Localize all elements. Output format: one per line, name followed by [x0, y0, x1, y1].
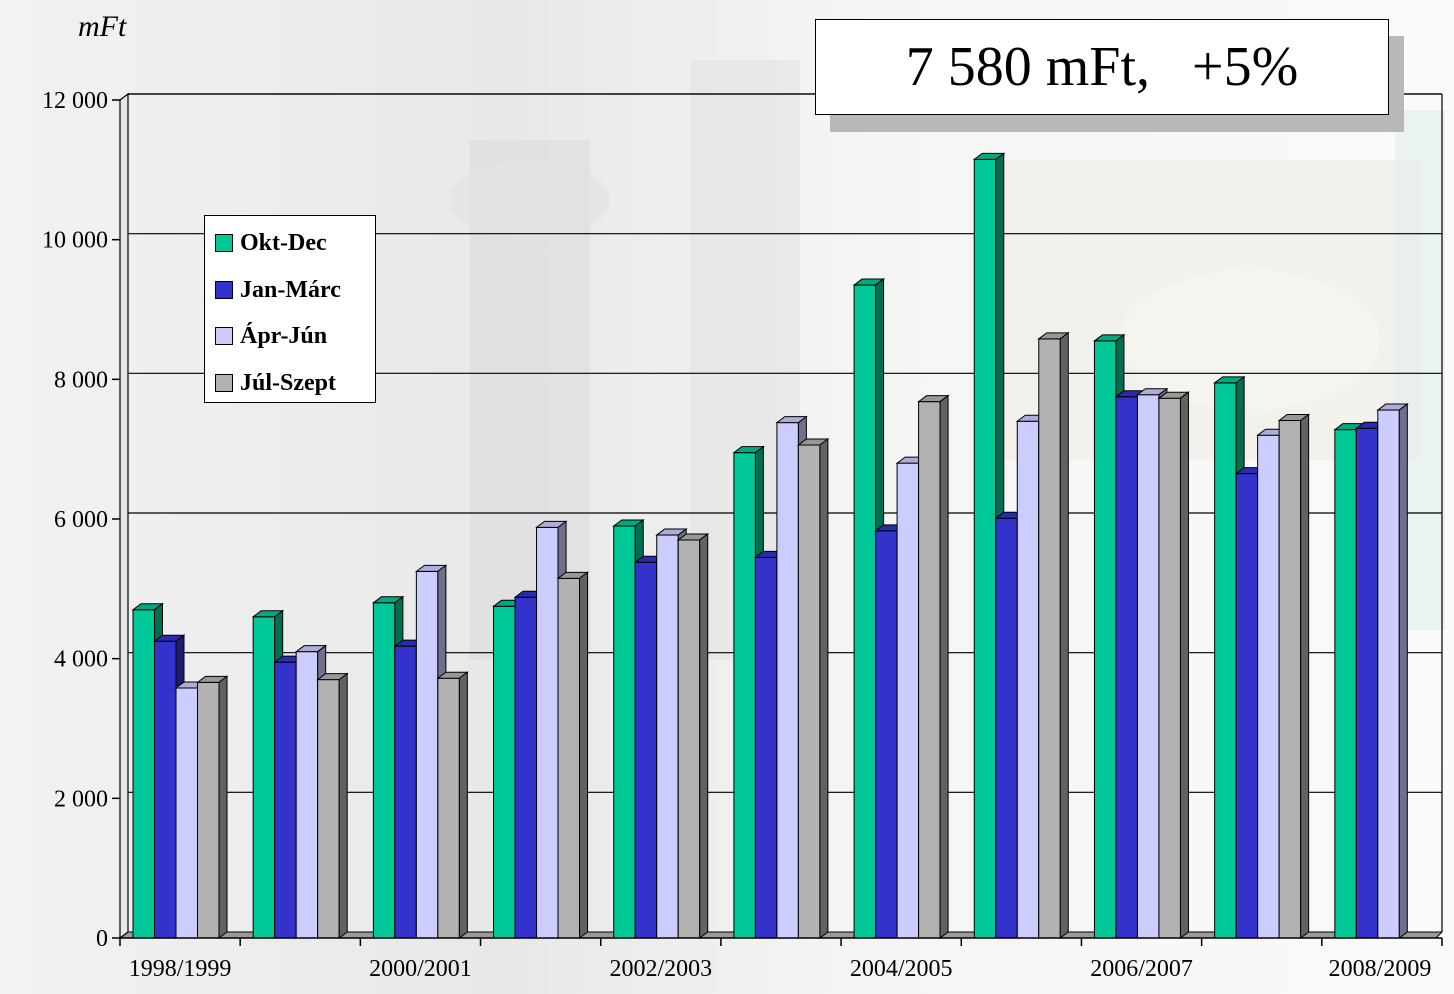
bar: [556, 571, 590, 939]
bar-front-face: [1278, 420, 1302, 939]
bar-front-face: [437, 677, 460, 939]
x-tick-label: 2002/2003: [609, 956, 712, 982]
bar-front-face: [514, 596, 538, 939]
bar-front-face: [132, 609, 155, 939]
bar-front-face: [197, 681, 220, 939]
legend-item-apr-jun: Ápr-Jún: [215, 322, 327, 350]
legend-label-apr-jun: Ápr-Jún: [240, 322, 328, 349]
bar-front-face: [656, 534, 679, 939]
bar-side-face: [1300, 413, 1310, 939]
bar: [796, 437, 830, 939]
bar: [1037, 331, 1070, 939]
bar-side-face: [819, 437, 829, 939]
bar-front-face: [154, 640, 177, 939]
bar-side-face: [1398, 403, 1408, 939]
bar-side-face: [699, 532, 709, 939]
bar-side-face: [218, 675, 228, 939]
bar-front-face: [875, 530, 898, 939]
bar-front-face: [1158, 397, 1181, 939]
y-tick-label: 2 000: [54, 786, 108, 812]
bar-side-face: [1179, 391, 1189, 939]
bar-side-face: [1059, 331, 1069, 939]
bar-front-face: [776, 422, 799, 939]
bar-front-face: [536, 526, 559, 939]
total-callout: 7 580 mFt, +5%: [815, 19, 1389, 115]
bar-front-face: [1257, 434, 1280, 939]
y-axis-unit-label: mFt: [78, 10, 127, 43]
chart-legend: Okt-Dec Jan-Márc Ápr-Jún Júl-Szept: [204, 215, 376, 403]
bar-front-face: [677, 539, 701, 939]
legend-swatch-apr-jun: [215, 327, 233, 345]
bar-front-face: [1355, 427, 1379, 939]
bar-front-face: [1115, 396, 1138, 939]
legend-item-jan-marc: Jan-Márc: [215, 276, 341, 304]
bar-front-face: [493, 605, 516, 939]
bar-front-face: [995, 517, 1018, 939]
bar: [436, 671, 469, 939]
y-tick-label: 10 000: [42, 228, 108, 254]
bars: [131, 152, 1409, 939]
legend-item-okt-dec: Okt-Dec: [215, 229, 327, 257]
legend-label-jul-szept: Júl-Szept: [240, 369, 336, 396]
bar-front-face: [733, 452, 756, 939]
bar-front-face: [1214, 382, 1237, 939]
legend-swatch-jan-marc: [215, 281, 233, 299]
bar-front-face: [317, 679, 340, 939]
bar-front-face: [918, 401, 941, 939]
bar-front-face: [394, 645, 417, 939]
x-tick-label: 2000/2001: [369, 956, 472, 982]
bar-side-face: [458, 671, 468, 939]
bar-front-face: [557, 577, 581, 939]
bar-front-face: [252, 616, 276, 939]
y-tick-label: 0: [96, 926, 108, 952]
bar-front-face: [415, 570, 439, 939]
bar: [316, 672, 349, 939]
bar-front-face: [295, 651, 319, 939]
x-tick-label: 1998/1999: [129, 956, 232, 982]
bar-front-face: [1038, 338, 1061, 939]
y-tick-label: 6 000: [54, 507, 108, 533]
bar: [1277, 413, 1311, 939]
bar: [196, 675, 229, 939]
legend-label-okt-dec: Okt-Dec: [240, 229, 327, 256]
bar-front-face: [372, 602, 396, 939]
legend-item-jul-szept: Júl-Szept: [215, 369, 336, 397]
bar-front-face: [754, 556, 778, 939]
bar-front-face: [797, 444, 821, 939]
bar-front-face: [274, 661, 297, 939]
bar-front-face: [896, 462, 920, 939]
bar-front-face: [1377, 409, 1400, 939]
x-tick-label: 2006/2007: [1090, 956, 1193, 982]
bar-side-face: [939, 394, 949, 939]
bar-front-face: [613, 525, 636, 939]
bar-side-face: [338, 672, 348, 939]
bar: [917, 394, 950, 939]
bar-front-face: [853, 284, 877, 939]
bar-front-face: [175, 687, 198, 939]
bar-front-face: [634, 561, 658, 939]
bar-front-face: [1093, 340, 1117, 939]
bar-front-face: [1016, 420, 1040, 939]
y-tick-label: 12 000: [42, 88, 108, 114]
bar-side-face: [579, 571, 589, 939]
x-tick-label: 2008/2009: [1329, 956, 1432, 982]
legend-label-jan-marc: Jan-Márc: [240, 276, 341, 303]
bar: [1157, 391, 1190, 939]
y-tick-label: 8 000: [54, 367, 108, 393]
bar-front-face: [1136, 394, 1160, 939]
y-axis-wall: [119, 92, 129, 940]
bar: [676, 532, 710, 939]
axes: 0 2 000 4 000 6 000 8 000 10 000 12 000 1998/19…: [42, 88, 1443, 982]
legend-swatch-jul-szept: [215, 374, 233, 392]
bar-front-face: [973, 158, 997, 939]
bar-front-face: [1334, 429, 1357, 939]
y-tick-label: 4 000: [54, 647, 108, 673]
bar-front-face: [1235, 473, 1259, 939]
x-tick-label: 2004/2005: [850, 956, 953, 982]
legend-swatch-okt-dec: [215, 234, 233, 252]
bar: [1376, 403, 1409, 939]
